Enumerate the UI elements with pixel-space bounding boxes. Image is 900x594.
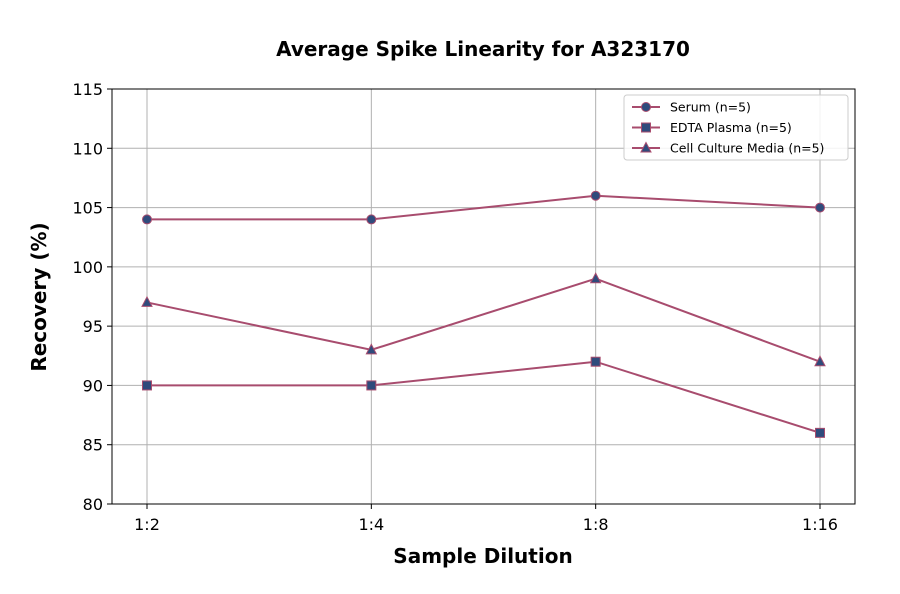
x-tick-label: 1:16: [802, 515, 838, 534]
y-tick-label: 105: [72, 199, 103, 218]
data-point: [814, 355, 826, 367]
y-tick-label: 90: [83, 376, 103, 395]
series-circle: [142, 190, 825, 225]
series-triangle: [141, 272, 826, 367]
legend-label: Cell Culture Media (n=5): [670, 141, 824, 156]
data-point: [590, 190, 601, 201]
y-tick-label: 100: [72, 258, 103, 277]
series-line: [147, 360, 821, 434]
legend-item: Serum (n=5): [632, 100, 751, 115]
series-layer: [141, 190, 826, 438]
chart-title: Average Spike Linearity for A323170: [276, 37, 690, 61]
series-line: [146, 277, 821, 363]
y-tick-label: 80: [83, 495, 103, 514]
legend-marker: [640, 141, 652, 153]
y-axis-label: Recovery (%): [27, 222, 51, 371]
x-tick-label: 1:4: [358, 515, 384, 534]
legend-marker: [641, 102, 651, 112]
data-point: [815, 427, 825, 438]
data-point: [366, 380, 377, 391]
y-tick-label: 115: [72, 80, 103, 99]
legend-marker: [641, 122, 651, 133]
y-axis: 80 85 90 95 100 105 110 115: [72, 80, 112, 514]
x-axis-label: Sample Dilution: [393, 544, 572, 568]
legend-box: [623, 94, 849, 161]
legend-label: EDTA Plasma (n=5): [670, 120, 792, 135]
y-tick-label: 95: [83, 317, 103, 336]
data-point: [365, 343, 378, 355]
data-point: [815, 202, 825, 213]
x-tick-label: 1:8: [583, 515, 609, 534]
legend: Serum (n=5) EDTA Plasma (n=5) Cell Culture…: [623, 94, 849, 161]
data-point: [589, 272, 602, 284]
series-line: [147, 194, 821, 221]
series-square: [142, 356, 825, 438]
legend-item: Cell Culture Media (n=5): [632, 141, 824, 156]
data-point: [366, 214, 377, 225]
legend-item: EDTA Plasma (n=5): [632, 120, 792, 135]
y-tick-label: 85: [83, 436, 103, 455]
data-point: [142, 380, 152, 391]
data-point: [142, 214, 152, 225]
plot-frame: [111, 88, 856, 505]
x-tick-label: 1:2: [134, 515, 160, 534]
x-axis: 1:2 1:4 1:8 1:16: [134, 504, 838, 534]
data-point: [141, 295, 153, 307]
legend-label: Serum (n=5): [670, 100, 751, 115]
data-point: [590, 356, 601, 367]
y-tick-label: 110: [72, 139, 103, 158]
